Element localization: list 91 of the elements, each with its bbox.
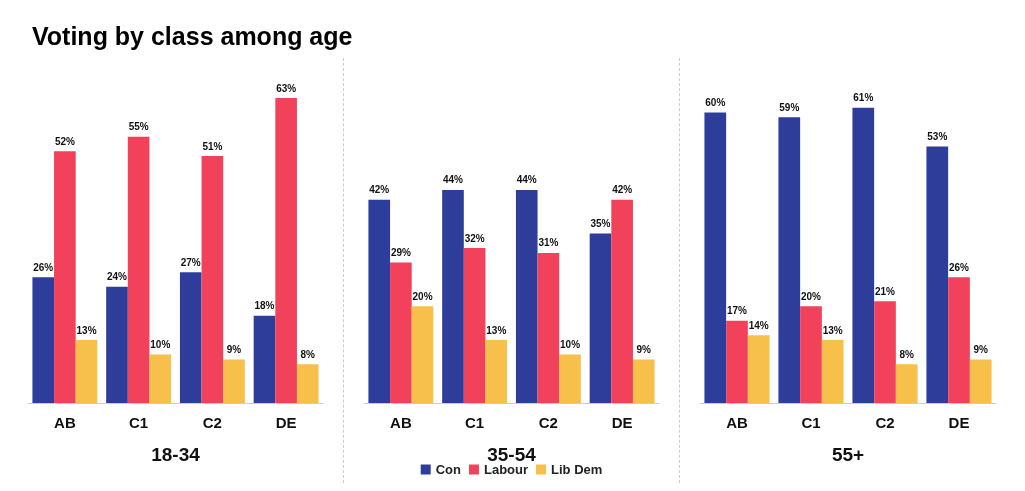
bar [149, 354, 172, 403]
bar [75, 340, 98, 403]
bar [948, 277, 970, 403]
bar [32, 277, 55, 403]
data-label: 20% [800, 290, 822, 302]
bar [537, 252, 560, 403]
bar [895, 364, 918, 403]
bar [926, 146, 949, 403]
legend-label: Lib Dem [551, 462, 603, 477]
data-label: 35% [590, 218, 611, 230]
data-label: 13% [822, 324, 843, 336]
x-tick-label: AB [390, 414, 412, 431]
bar [127, 136, 150, 403]
bar [463, 248, 486, 403]
data-label: 55% [128, 121, 149, 133]
x-axis-title: 18-34 [151, 444, 201, 465]
x-tick-label: C2 [538, 414, 558, 431]
x-tick-label: DE [611, 414, 633, 431]
data-label: 24% [106, 271, 128, 283]
bar [296, 364, 319, 403]
bar [368, 199, 391, 403]
legend-label: Con [435, 462, 462, 477]
chart-title: Voting by class among age [31, 21, 354, 52]
x-axis-title: 55+ [831, 444, 865, 465]
data-label: 26% [948, 261, 970, 273]
x-tick-label: C2 [202, 414, 222, 431]
data-label: 52% [54, 135, 75, 147]
data-label: 44% [442, 174, 464, 186]
bar [821, 340, 844, 403]
data-label: 27% [180, 256, 201, 268]
bar [778, 117, 801, 403]
data-label: 61% [853, 92, 874, 104]
bar [559, 354, 581, 403]
bar [726, 320, 748, 403]
bar [747, 335, 770, 403]
data-label: 17% [726, 305, 748, 317]
data-label: 13% [486, 324, 507, 336]
bar [390, 262, 412, 403]
x-tick-label: C1 [129, 414, 149, 431]
data-label: 14% [748, 319, 769, 331]
data-label: 29% [390, 247, 411, 259]
x-axis-title: 35-54 [487, 444, 537, 465]
bar [275, 98, 297, 403]
bar [800, 306, 822, 403]
data-label: 26% [33, 261, 54, 273]
data-label: 51% [202, 140, 223, 152]
bar [179, 272, 202, 403]
bar [969, 359, 992, 403]
bar [442, 189, 464, 403]
bar [54, 151, 76, 403]
bar [632, 359, 655, 403]
x-tick-label: AB [54, 414, 76, 431]
data-label: 8% [899, 348, 915, 360]
bar [411, 306, 434, 403]
x-tick-label: DE [275, 414, 297, 431]
data-label: 63% [276, 82, 297, 94]
bar [589, 233, 612, 403]
bar [253, 315, 276, 403]
data-label: 18% [254, 300, 275, 312]
x-tick-label: C1 [801, 414, 821, 431]
data-label: 42% [369, 184, 390, 196]
data-label: 21% [874, 285, 896, 297]
x-tick-label: C2 [875, 414, 895, 431]
bar [201, 156, 224, 403]
x-tick-label: C1 [465, 414, 485, 431]
data-label: 8% [300, 348, 316, 360]
bar [515, 189, 538, 403]
bar [611, 199, 633, 403]
bar [223, 359, 245, 403]
bar [874, 301, 896, 403]
data-label: 42% [612, 184, 633, 196]
data-label: 9% [226, 343, 242, 355]
data-label: 31% [538, 237, 559, 249]
x-tick-label: DE [948, 414, 970, 431]
data-label: 53% [927, 130, 948, 142]
data-label: 32% [464, 232, 485, 244]
data-label: 13% [76, 324, 97, 336]
x-tick-label: AB [726, 414, 748, 431]
data-label: 10% [560, 339, 581, 351]
legend-label: Labour [483, 462, 529, 477]
data-label: 20% [412, 290, 433, 302]
data-label: 10% [150, 339, 171, 351]
bar [106, 286, 128, 403]
data-label: 9% [636, 343, 652, 355]
bar [852, 107, 875, 403]
data-label: 59% [779, 101, 800, 113]
bar [704, 112, 727, 403]
data-label: 44% [516, 174, 537, 186]
data-label: 9% [973, 343, 989, 355]
data-label: 60% [705, 97, 726, 109]
bar [485, 340, 508, 403]
